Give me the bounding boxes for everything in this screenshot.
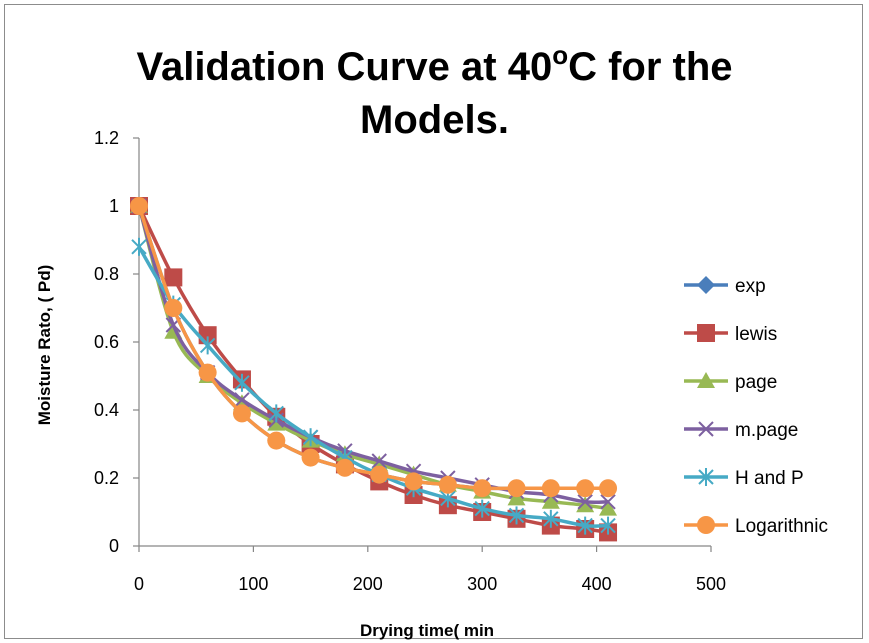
legend-item: Logarithnic: [684, 516, 828, 537]
legend-item: H and P: [684, 468, 804, 489]
data-point: [234, 392, 250, 408]
legend-marker: [698, 468, 714, 486]
chart-title-unit: C for the: [568, 45, 733, 89]
legend-label: exp: [735, 276, 766, 297]
y-tick-label: 1.2: [94, 128, 119, 148]
series-exp: [130, 197, 618, 498]
data-point: [508, 506, 525, 525]
legend-marker: [697, 516, 715, 534]
data-point: [473, 479, 492, 498]
data-point: [404, 472, 423, 491]
legend-label: H and P: [735, 468, 804, 489]
y-tick-label: 0.2: [94, 468, 119, 488]
series-line: [137, 205, 609, 505]
legend: exp lewis page m.page H and P Logarithnic: [684, 276, 828, 537]
data-point: [507, 479, 526, 498]
data-point: [198, 363, 217, 382]
legend-marker: [698, 421, 714, 437]
data-point: [541, 492, 560, 509]
x-axis-label: Drying time( min: [360, 621, 494, 640]
legend-label: m.page: [735, 420, 798, 441]
x-tick-label: 200: [353, 574, 383, 594]
chart-title-degree: o: [552, 40, 569, 70]
x-tick-label: 400: [582, 574, 612, 594]
data-point: [370, 465, 389, 484]
data-point: [577, 494, 593, 510]
data-point: [268, 404, 284, 423]
y-tick-label: 0.8: [94, 264, 119, 284]
legend-item: exp: [684, 276, 766, 297]
chart-frame: [4, 4, 863, 639]
data-point: [267, 431, 286, 450]
data-point: [438, 475, 457, 494]
legend-item: m.page: [684, 420, 798, 441]
chart-title: Validation Curve at 40oC for the: [0, 40, 869, 90]
chart-title-main: Validation Curve at 40: [136, 45, 553, 89]
data-point: [199, 336, 216, 355]
data-point: [507, 489, 526, 506]
data-point: [576, 496, 595, 513]
data-point: [371, 453, 387, 469]
data-point: [543, 509, 559, 528]
data-point: [600, 516, 616, 535]
data-point: [474, 499, 490, 518]
data-point: [302, 428, 319, 447]
data-point: [599, 479, 618, 498]
x-tick-label: 500: [696, 574, 726, 594]
data-point: [335, 458, 354, 477]
data-point: [234, 373, 250, 392]
x-tick-label: 300: [467, 574, 497, 594]
x-tick-label: 100: [238, 574, 268, 594]
data-point: [130, 197, 148, 215]
y-tick-label: 0.4: [94, 400, 119, 420]
data-point: [267, 414, 286, 431]
y-tick-label: 0: [109, 536, 119, 556]
chart-title-line2: Models.: [360, 98, 509, 142]
legend-item: lewis: [684, 324, 777, 345]
data-point: [164, 268, 183, 287]
legend-label: lewis: [735, 324, 777, 345]
data-point: [600, 494, 616, 510]
data-point: [541, 479, 560, 498]
data-point: [131, 237, 147, 256]
data-point: [576, 479, 595, 498]
legend-marker: [697, 324, 715, 342]
series-logarithnic: [130, 197, 618, 498]
x-tick-label: 0: [134, 574, 144, 594]
series-layer: [130, 197, 618, 542]
legend-marker: [697, 372, 715, 388]
legend-label: page: [735, 372, 777, 393]
data-point: [599, 499, 618, 516]
axes: 0 0.2 0.4 0.6 0.8 1 1.2 0 100 200 300 400 500: [94, 128, 726, 594]
legend-item: page: [684, 372, 777, 393]
legend-marker: [697, 276, 715, 294]
data-point: [232, 404, 251, 423]
series-line: [137, 205, 609, 511]
y-tick-label: 0.6: [94, 332, 119, 352]
y-axis-label: Moisture Rato, ( Pd): [35, 265, 54, 426]
data-point: [301, 448, 320, 467]
data-point: [577, 516, 593, 535]
y-tick-label: 1: [109, 196, 119, 216]
data-point: [164, 299, 183, 317]
legend-label: Logarithnic: [735, 516, 828, 537]
